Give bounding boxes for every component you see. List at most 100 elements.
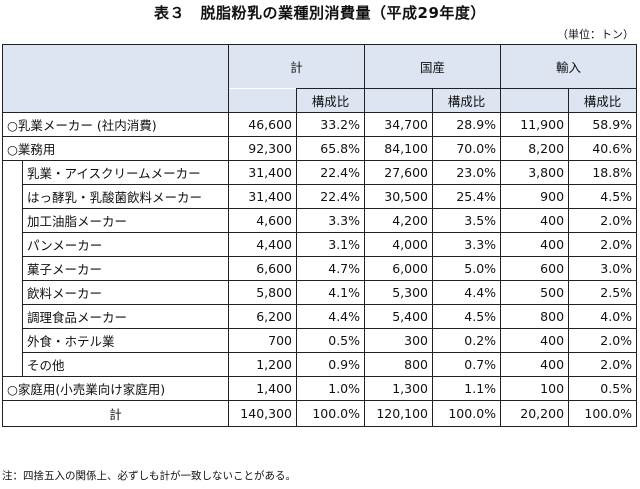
cell-total-ratio: 65.8% [295, 136, 366, 161]
total-label: 計 [2, 400, 229, 427]
cell-import: 600 [500, 256, 570, 281]
row-label: 菓子メーカー [22, 256, 229, 281]
cell-total-ratio: 0.5% [295, 328, 366, 353]
table-row: ○乳業メーカー (社内消費) 46,600 33.2% 34,700 28.9%… [2, 112, 638, 137]
cell-domestic-ratio: 100.0% [432, 400, 502, 427]
total-row: 計 140,300 100.0% 120,100 100.0% 20,200 1… [2, 400, 638, 427]
cell-domestic-ratio: 70.0% [432, 136, 502, 161]
cell-import: 400 [500, 352, 570, 377]
cell-total-ratio: 100.0% [295, 400, 366, 427]
row-label: 外食・ホテル業 [22, 328, 229, 353]
cell-domestic-ratio: 3.5% [432, 208, 502, 233]
table-row: ○家庭用(小売業向け家庭用) 1,400 1.0% 1,300 1.1% 100… [2, 376, 638, 401]
header-blank [2, 44, 229, 113]
cell-domestic-ratio: 3.3% [432, 232, 502, 257]
cell-total-ratio: 4.1% [295, 280, 366, 305]
cell-domestic-ratio: 5.0% [432, 256, 502, 281]
unit-label: （単位：トン） [557, 28, 634, 41]
consumption-table: 計 国産 輸入 構成比 構成比 構成比 ○乳業メーカー (社内消費) 46,60… [2, 44, 638, 427]
cell-domestic: 6,000 [364, 256, 434, 281]
cell-total: 46,600 [228, 112, 297, 137]
cell-total-ratio: 3.1% [295, 232, 366, 257]
cell-total-ratio: 1.0% [295, 376, 366, 401]
cell-domestic: 4,200 [364, 208, 434, 233]
cell-import: 400 [500, 232, 570, 257]
cell-total: 31,400 [228, 184, 297, 209]
cell-total: 140,300 [228, 400, 297, 427]
cell-domestic: 300 [364, 328, 434, 353]
table-row: 菓子メーカー 6,600 4.7% 6,000 5.0% 600 3.0% [3, 256, 638, 281]
row-label: ○家庭用(小売業向け家庭用) [2, 376, 229, 401]
row-label: はっ酵乳・乳酸菌飲料メーカー [22, 184, 229, 209]
header-import-ratio: 構成比 [568, 88, 638, 113]
cell-total: 31,400 [228, 160, 297, 185]
indent-cell [2, 160, 23, 377]
cell-total: 6,200 [228, 304, 297, 329]
row-label: 乳業・アイスクリームメーカー [22, 160, 229, 185]
cell-total-ratio: 22.4% [295, 160, 366, 185]
cell-import-ratio: 2.0% [568, 232, 638, 257]
cell-total-ratio: 4.7% [295, 256, 366, 281]
table-row: 飲料メーカー 5,800 4.1% 5,300 4.4% 500 2.5% [3, 280, 638, 305]
cell-import-ratio: 2.0% [568, 208, 638, 233]
cell-domestic: 800 [364, 352, 434, 377]
row-label: パンメーカー [22, 232, 229, 257]
cell-import-ratio: 2.5% [568, 280, 638, 305]
cell-import: 900 [500, 184, 570, 209]
cell-total: 4,400 [228, 232, 297, 257]
cell-import: 20,200 [500, 400, 570, 427]
cell-domestic: 5,400 [364, 304, 434, 329]
row-label: 飲料メーカー [22, 280, 229, 305]
header-total: 計 [227, 44, 366, 89]
cell-domestic: 27,600 [364, 160, 434, 185]
cell-total: 1,200 [228, 352, 297, 377]
table-row: 乳業・アイスクリームメーカー 31,400 22.4% 27,600 23.0%… [2, 160, 638, 377]
cell-import: 8,200 [500, 136, 570, 161]
cell-import-ratio: 40.6% [568, 136, 638, 161]
row-label: その他 [22, 352, 229, 377]
cell-domestic-ratio: 4.4% [432, 280, 502, 305]
cell-domestic: 1,300 [364, 376, 434, 401]
header-import-blank [500, 88, 570, 113]
cell-total: 92,300 [228, 136, 297, 161]
cell-domestic: 30,500 [364, 184, 434, 209]
cell-import-ratio: 0.5% [568, 376, 638, 401]
cell-domestic-ratio: 0.2% [432, 328, 502, 353]
cell-import-ratio: 2.0% [568, 328, 638, 353]
row-label: 調理食品メーカー [22, 304, 229, 329]
cell-total-ratio: 22.4% [295, 184, 366, 209]
header-domestic-blank [364, 88, 434, 113]
cell-total: 6,600 [228, 256, 297, 281]
cell-import-ratio: 4.5% [568, 184, 638, 209]
table-row: その他 1,200 0.9% 800 0.7% 400 2.0% [3, 352, 638, 377]
cell-total-ratio: 4.4% [295, 304, 366, 329]
header-total-ratio: 構成比 [295, 88, 366, 113]
cell-import: 400 [500, 208, 570, 233]
cell-total: 5,800 [228, 280, 297, 305]
cell-total: 4,600 [228, 208, 297, 233]
cell-import: 3,800 [500, 160, 570, 185]
cell-domestic-ratio: 25.4% [432, 184, 502, 209]
table-row: パンメーカー 4,400 3.1% 4,000 3.3% 400 2.0% [3, 232, 638, 257]
cell-import: 11,900 [500, 112, 570, 137]
header-total-blank [228, 88, 297, 113]
header-import: 輸入 [500, 44, 638, 89]
cell-domestic: 4,000 [364, 232, 434, 257]
table-title: 表３ 脱脂粉乳の業種別消費量（平成29年度） [154, 4, 486, 22]
cell-import-ratio: 2.0% [568, 352, 638, 377]
cell-domestic: 34,700 [364, 112, 434, 137]
cell-domestic-ratio: 4.5% [432, 304, 502, 329]
cell-domestic-ratio: 0.7% [432, 352, 502, 377]
cell-domestic: 5,300 [364, 280, 434, 305]
cell-import: 100 [500, 376, 570, 401]
table-row: ○業務用 92,300 65.8% 84,100 70.0% 8,200 40.… [2, 136, 638, 161]
cell-domestic-ratio: 1.1% [432, 376, 502, 401]
row-label: ○業務用 [2, 136, 229, 161]
cell-import: 400 [500, 328, 570, 353]
cell-import: 500 [500, 280, 570, 305]
cell-total-ratio: 33.2% [295, 112, 366, 137]
header-domestic: 国産 [364, 44, 502, 89]
cell-total-ratio: 0.9% [295, 352, 366, 377]
cell-import-ratio: 4.0% [568, 304, 638, 329]
cell-import: 800 [500, 304, 570, 329]
